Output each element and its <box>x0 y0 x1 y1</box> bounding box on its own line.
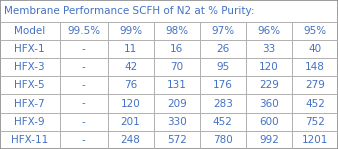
Text: HFX-1: HFX-1 <box>15 44 45 54</box>
Text: 40: 40 <box>308 44 321 54</box>
Text: 120: 120 <box>121 98 141 108</box>
Text: 992: 992 <box>259 135 279 145</box>
Text: 452: 452 <box>213 117 233 127</box>
Text: 97%: 97% <box>211 26 234 36</box>
Text: 99.5%: 99.5% <box>67 26 100 36</box>
Text: 201: 201 <box>121 117 141 127</box>
Text: 752: 752 <box>305 117 325 127</box>
Text: 209: 209 <box>167 98 187 108</box>
Text: HFX-7: HFX-7 <box>15 98 45 108</box>
Text: 33: 33 <box>262 44 275 54</box>
Text: HFX-3: HFX-3 <box>15 62 45 72</box>
Text: 76: 76 <box>124 80 137 90</box>
Text: HFX-11: HFX-11 <box>11 135 48 145</box>
Text: 131: 131 <box>167 80 187 90</box>
Text: 42: 42 <box>124 62 137 72</box>
Text: 16: 16 <box>170 44 183 54</box>
Text: -: - <box>82 98 86 108</box>
Text: 96%: 96% <box>257 26 281 36</box>
Text: 780: 780 <box>213 135 233 145</box>
Text: 120: 120 <box>259 62 279 72</box>
Text: 330: 330 <box>167 117 187 127</box>
Text: HFX-9: HFX-9 <box>15 117 45 127</box>
Text: -: - <box>82 117 86 127</box>
Text: 70: 70 <box>170 62 183 72</box>
Text: 248: 248 <box>121 135 141 145</box>
Text: 279: 279 <box>305 80 325 90</box>
Text: 26: 26 <box>216 44 230 54</box>
Text: -: - <box>82 135 86 145</box>
Text: 572: 572 <box>167 135 187 145</box>
Text: -: - <box>82 44 86 54</box>
Text: 148: 148 <box>305 62 325 72</box>
Text: 95: 95 <box>216 62 230 72</box>
Text: Model: Model <box>14 26 45 36</box>
Text: 176: 176 <box>213 80 233 90</box>
Text: Membrane Performance SCFH of N2 at % Purity:: Membrane Performance SCFH of N2 at % Pur… <box>4 6 255 16</box>
Text: 1201: 1201 <box>302 135 328 145</box>
Text: 452: 452 <box>305 98 325 108</box>
Text: 99%: 99% <box>119 26 142 36</box>
Text: 98%: 98% <box>165 26 188 36</box>
Text: -: - <box>82 62 86 72</box>
Text: -: - <box>82 80 86 90</box>
Text: 229: 229 <box>259 80 279 90</box>
Text: 283: 283 <box>213 98 233 108</box>
Text: HFX-5: HFX-5 <box>15 80 45 90</box>
Text: 600: 600 <box>259 117 279 127</box>
Text: 11: 11 <box>124 44 137 54</box>
Text: 95%: 95% <box>304 26 327 36</box>
Text: 360: 360 <box>259 98 279 108</box>
